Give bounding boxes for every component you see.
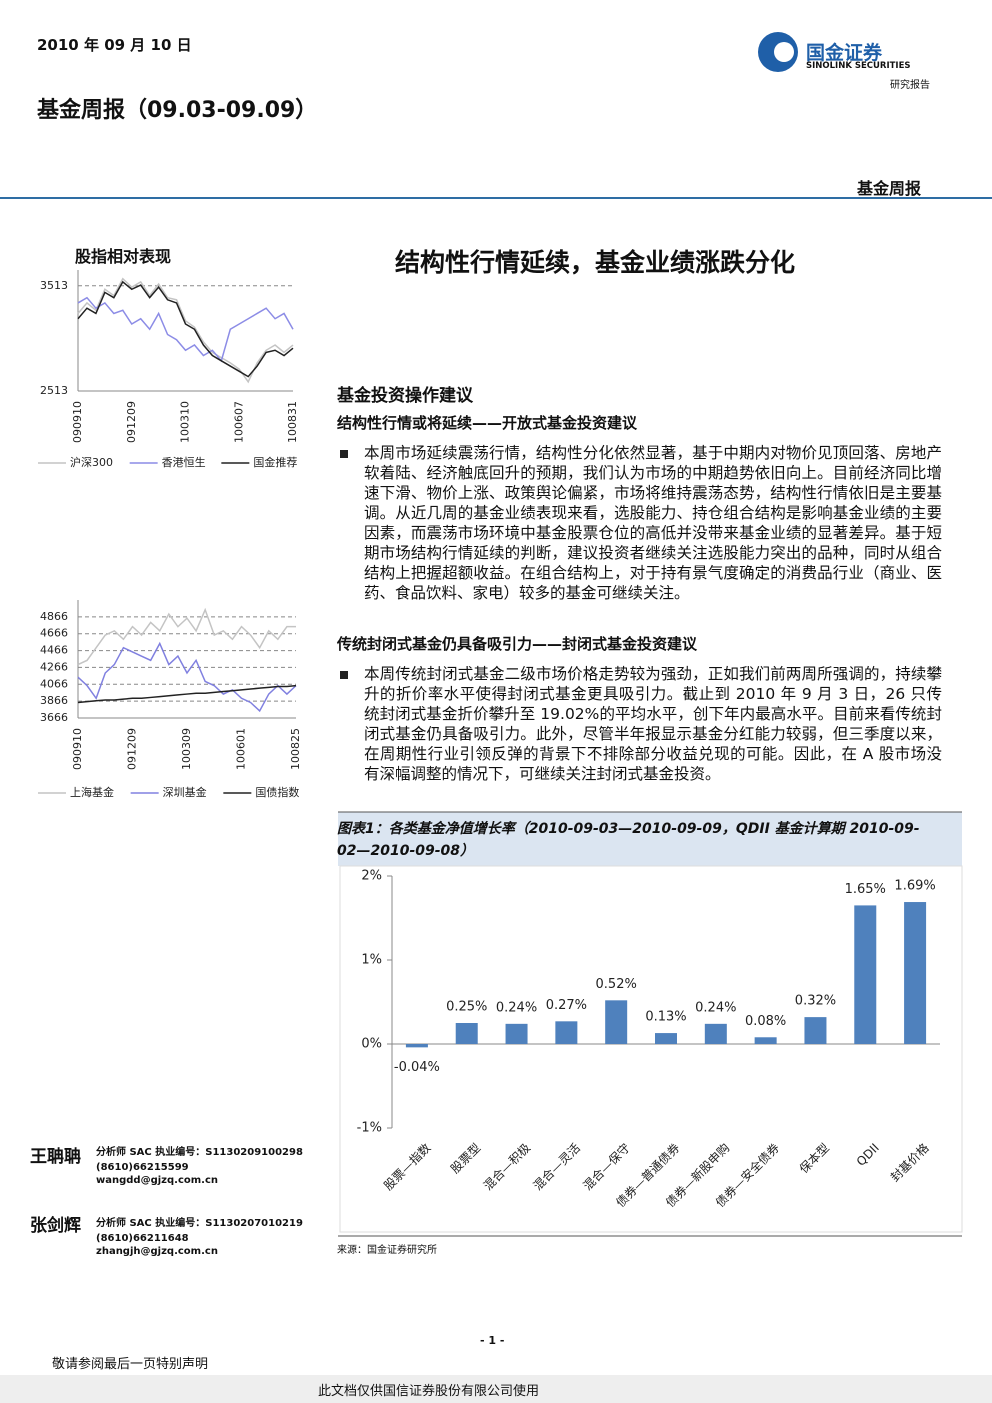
y-tick-label: 0% bbox=[361, 1037, 382, 1052]
value-label: -0.04% bbox=[394, 1060, 440, 1075]
bar bbox=[804, 1017, 827, 1044]
bar bbox=[455, 1023, 478, 1044]
y-tick-label: 4066 bbox=[40, 677, 68, 690]
x-tick-label: 混合—灵活 bbox=[530, 1140, 583, 1193]
bullet bbox=[340, 450, 348, 458]
value-label: 1.69% bbox=[894, 879, 935, 894]
value-label: 0.24% bbox=[496, 1000, 537, 1015]
y-tick-label: 4466 bbox=[40, 644, 68, 657]
bar bbox=[605, 1000, 628, 1044]
value-label: 1.65% bbox=[845, 882, 886, 897]
analyst-id: 分析师 SAC 执业编号：S1130207010219 bbox=[96, 1218, 303, 1229]
bullet bbox=[340, 671, 348, 679]
bar bbox=[854, 905, 877, 1044]
x-tick-label: 090910 bbox=[71, 401, 84, 443]
x-tick-label: 100607 bbox=[232, 401, 245, 443]
watermark: 此文档仅供国信证券股份有限公司使用 bbox=[318, 1384, 540, 1399]
value-label: 0.08% bbox=[745, 1014, 786, 1029]
subheading: 传统封闭式基金仍具备吸引力——封闭式基金投资建议 bbox=[337, 635, 698, 653]
series-line bbox=[77, 296, 294, 363]
x-tick-label: 保本型 bbox=[797, 1141, 832, 1176]
value-label: 0.13% bbox=[645, 1010, 686, 1025]
x-tick-label: 混合—积极 bbox=[480, 1140, 533, 1193]
y-tick-label: 4666 bbox=[40, 627, 68, 640]
report-type: 研究报告 bbox=[890, 80, 930, 91]
caption-band bbox=[338, 812, 962, 866]
y-tick-label: 4266 bbox=[40, 660, 68, 673]
bar bbox=[655, 1033, 677, 1044]
y-tick-label: 1% bbox=[361, 953, 382, 968]
analyst-email: wangdd@gjzq.com.cn bbox=[96, 1175, 219, 1186]
bar bbox=[505, 1023, 528, 1044]
x-tick-label: 股票型 bbox=[448, 1141, 483, 1176]
y-tick-label: 3866 bbox=[40, 694, 68, 707]
x-tick-label: 091209 bbox=[126, 728, 139, 770]
analyst-id: 分析师 SAC 执业编号：S1130209100298 bbox=[96, 1147, 303, 1158]
y-tick-label: -1% bbox=[357, 1121, 382, 1136]
y-tick-label: 3666 bbox=[40, 711, 68, 724]
watermark-band bbox=[0, 1375, 992, 1403]
legend-label: 上海基金 bbox=[70, 785, 114, 799]
legend-label: 国债指数 bbox=[255, 785, 299, 799]
headline: 结构性行情延续，基金业绩涨跌分化 bbox=[395, 248, 796, 277]
value-label: 0.24% bbox=[695, 1000, 736, 1015]
series-line bbox=[77, 607, 296, 666]
x-tick-label: 100831 bbox=[286, 401, 299, 443]
analyst-name: 张剑辉 bbox=[30, 1216, 81, 1236]
x-tick-label: 封基价格 bbox=[887, 1140, 932, 1185]
series-line bbox=[77, 277, 294, 384]
x-tick-label: 股票—指数 bbox=[380, 1140, 433, 1193]
chart-frame bbox=[339, 865, 963, 1233]
x-tick-label: 100309 bbox=[180, 728, 193, 770]
x-tick-label: 100601 bbox=[235, 728, 248, 770]
paragraph: 本周市场延续震荡行情，结构性分化依然显著，基于中期内对物价见顶回落、房地产软着陆… bbox=[364, 444, 942, 602]
bar bbox=[704, 1023, 727, 1044]
analyst-name: 王聃聃 bbox=[30, 1147, 81, 1167]
subheading: 结构性行情或将延续——开放式基金投资建议 bbox=[337, 414, 638, 432]
legend-label: 深圳基金 bbox=[163, 785, 207, 799]
bar bbox=[555, 1021, 578, 1044]
date: 2010 年 09 月 10 日 bbox=[37, 36, 192, 54]
series-line bbox=[77, 684, 297, 704]
logo-mark-inner bbox=[774, 42, 794, 62]
bar bbox=[754, 1037, 777, 1044]
series-line bbox=[77, 280, 294, 378]
x-tick-label: 100310 bbox=[179, 401, 192, 443]
logo-en: SINOLINK SECURITIES bbox=[806, 61, 911, 71]
x-tick-label: 混合—保守 bbox=[580, 1140, 633, 1193]
y-tick-label: 4866 bbox=[40, 610, 68, 623]
x-tick-label: QDII bbox=[854, 1141, 882, 1169]
value-label: 0.27% bbox=[546, 998, 587, 1013]
y-tick-label: 3513 bbox=[40, 279, 68, 292]
value-label: 0.25% bbox=[446, 1000, 487, 1015]
figure-caption: 图表1：各类基金净值增长率（2010-09-03—2010-09-09，QDII… bbox=[337, 821, 920, 859]
bar bbox=[904, 902, 927, 1044]
report-title: 基金周报（09.03-09.09） bbox=[37, 98, 318, 123]
value-label: 0.32% bbox=[795, 994, 836, 1009]
paragraph: 本周传统封闭式基金二级市场价格走势较为强劲，正如我们前两周所强调的，持续攀升的折… bbox=[364, 665, 942, 783]
bar bbox=[405, 1044, 428, 1048]
section-label: 基金周报 bbox=[857, 179, 922, 198]
series-line bbox=[77, 641, 297, 713]
legend-label: 沪深300 bbox=[70, 455, 113, 469]
legend-label: 国金推荐 bbox=[253, 455, 297, 469]
analyst-phone: (8610)66215599 bbox=[96, 1162, 189, 1173]
chart-title: 股指相对表现 bbox=[75, 247, 172, 266]
value-label: 0.52% bbox=[596, 977, 637, 992]
source: 来源：国金证券研究所 bbox=[337, 1245, 437, 1256]
page-number: - 1 - bbox=[480, 1334, 505, 1347]
legend-label: 香港恒生 bbox=[162, 455, 206, 469]
x-tick-label: 091209 bbox=[125, 401, 138, 443]
x-tick-label: 100825 bbox=[289, 728, 302, 770]
analyst-email: zhangjh@gjzq.com.cn bbox=[96, 1246, 218, 1257]
logo-cn: 国金证券 bbox=[806, 42, 883, 64]
y-tick-label: 2513 bbox=[40, 384, 68, 397]
y-tick-label: 2% bbox=[361, 869, 382, 884]
analyst-phone: (8610)66211648 bbox=[96, 1233, 189, 1244]
x-tick-label: 090910 bbox=[71, 728, 84, 770]
disclaimer: 敬请参阅最后一页特别声明 bbox=[52, 1357, 209, 1372]
heading: 基金投资操作建议 bbox=[337, 386, 473, 406]
